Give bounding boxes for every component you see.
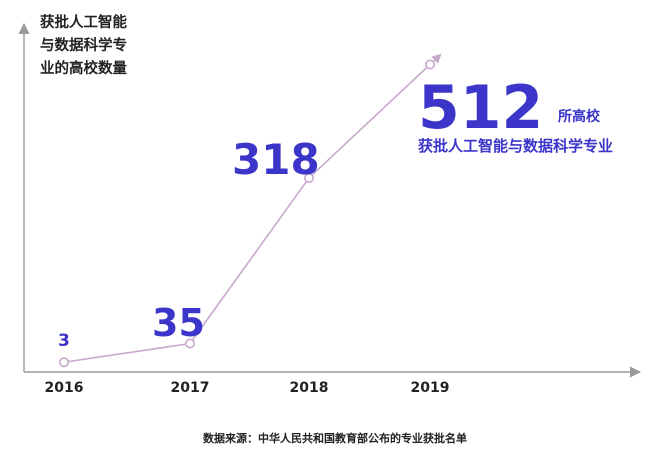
data-point: [424, 59, 435, 70]
y-axis-label-line: 业的高校数量: [40, 61, 127, 77]
x-tick-label: 2018: [290, 380, 329, 396]
y-axis-label-line: 与数据科学专: [40, 38, 127, 54]
data-point: [58, 357, 69, 368]
data-point: [303, 172, 314, 183]
data-label: 318: [232, 135, 320, 184]
y-axis-label-line: 获批人工智能: [40, 15, 127, 31]
source-note: 数据来源：中华人民共和国教育部公布的专业获批名单: [203, 432, 467, 445]
headline-description: 获批人工智能与数据科学专业: [418, 137, 614, 155]
y-axis-label: 获批人工智能 与数据科学专 业的高校数量: [40, 12, 160, 81]
data-label: 512: [418, 73, 543, 143]
x-tick-label: 2016: [45, 380, 84, 396]
data-label: 35: [152, 301, 205, 345]
data-point: [185, 338, 196, 349]
x-tick-label: 2017: [171, 380, 210, 396]
x-tick-label: 2019: [411, 380, 450, 396]
data-label: 3: [58, 331, 70, 351]
headline-unit: 所高校: [558, 109, 600, 125]
series-line: [63, 53, 442, 364]
